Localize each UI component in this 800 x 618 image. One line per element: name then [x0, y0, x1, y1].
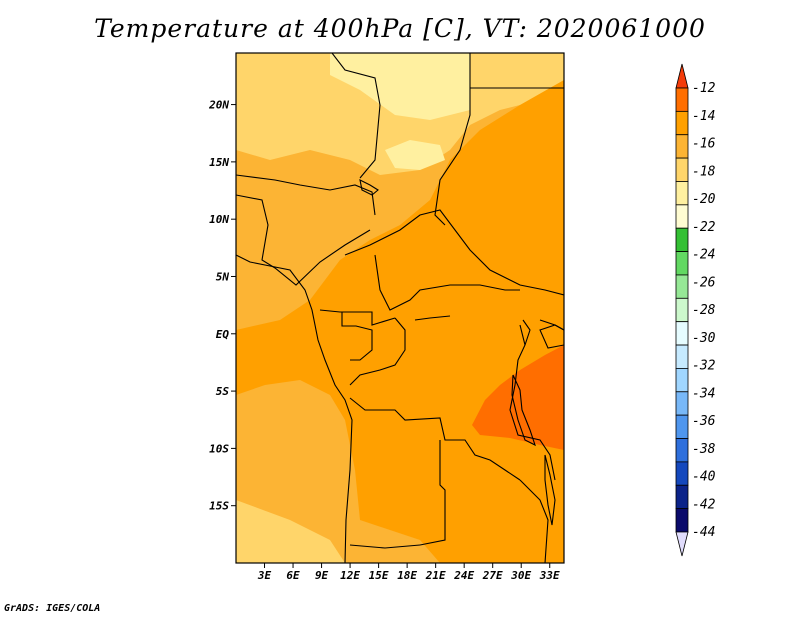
legend-swatch — [675, 461, 689, 486]
border-libya-chad — [331, 53, 381, 179]
lon-label: 21E — [425, 569, 446, 582]
field-minus12-east — [472, 345, 564, 450]
latitude-axis: 20N 15N 10N 5N EQ 5S 10S 15S — [208, 99, 236, 513]
legend-label: -32 — [692, 359, 716, 374]
legend-swatch — [675, 181, 689, 206]
legend-swatch — [675, 110, 689, 136]
grads-credit: GrADS: IGES/COLA — [4, 603, 101, 614]
field-minus20-patch — [385, 140, 445, 170]
legend-label: -20 — [692, 192, 716, 207]
lat-label: 10N — [209, 213, 229, 226]
temperature-field — [236, 53, 564, 563]
legend-swatch — [675, 391, 689, 416]
field-minus20-north — [330, 53, 470, 120]
lat-label: EQ — [216, 328, 230, 341]
legend-swatch — [675, 531, 689, 557]
legend-swatch — [675, 484, 689, 510]
lake-victoria — [539, 324, 564, 349]
lon-label: 15E — [369, 569, 389, 582]
border-cameroon-gabon — [319, 309, 396, 326]
legend-label: -16 — [692, 137, 716, 152]
legend-label: -34 — [692, 386, 715, 401]
border-car-congo — [374, 254, 520, 311]
lat-label: 15N — [209, 156, 229, 169]
legend-swatch — [675, 321, 689, 346]
lake-malawi — [544, 454, 556, 526]
lat-label: 5N — [216, 270, 230, 283]
legend-swatch — [675, 251, 689, 276]
lon-label: 33E — [539, 569, 560, 582]
lake-chad — [359, 179, 379, 196]
border-gabon-congo — [341, 312, 373, 361]
legend-label: -24 — [692, 248, 715, 263]
legend-label: -36 — [692, 414, 716, 429]
lon-label: 27E — [482, 569, 503, 582]
lake-albert — [522, 319, 531, 346]
border-chad-car — [344, 209, 564, 296]
lon-label: 18E — [397, 569, 417, 582]
legend-swatch — [675, 157, 689, 182]
lon-label: 24E — [453, 569, 474, 582]
legend-swatch — [675, 414, 689, 439]
legend-swatch — [675, 344, 689, 369]
field-minus18-southpatch — [236, 500, 345, 563]
legend-swatch — [675, 297, 689, 323]
border-angola-zambia — [419, 440, 446, 546]
lat-label: 10S — [209, 442, 229, 455]
legend-swatch — [675, 274, 689, 299]
lon-label: 30E — [510, 569, 531, 582]
lake-tanganyika — [511, 374, 536, 447]
legend-label: -40 — [692, 470, 716, 485]
legend-swatch — [675, 368, 689, 393]
lat-label: 5S — [216, 385, 230, 398]
country-borders — [236, 53, 564, 563]
legend-label: -28 — [692, 303, 716, 318]
border-east-lakes — [509, 324, 556, 481]
border-zambia-east — [519, 479, 549, 563]
color-legend: -12 -14 -16 -18 -20 -22 -24 -26 -28 -30 -32 -34 -36 -… — [675, 63, 716, 557]
map-frame — [235, 52, 565, 564]
border-niger-chad — [236, 174, 376, 216]
lon-label: 6E — [286, 569, 300, 582]
legend-swatch — [675, 438, 689, 463]
legend-swatch — [675, 63, 689, 89]
longitude-axis: 3E 6E 9E 12E 15E 18E 21E 24E 27E 30E 33E — [257, 563, 560, 582]
legend-label: -26 — [692, 275, 716, 290]
lon-label: 9E — [315, 569, 329, 582]
border-nigeria-cameroon — [236, 194, 371, 286]
legend-swatch — [675, 87, 689, 112]
legend-label: -44 — [692, 525, 715, 540]
lon-label: 12E — [340, 569, 360, 582]
legend-label: -18 — [692, 164, 716, 179]
border-angola-namibia — [349, 544, 421, 549]
lat-label: 15S — [209, 500, 229, 513]
legend-label: -42 — [692, 497, 716, 512]
legend-swatch — [675, 508, 689, 533]
legend-label: -12 — [692, 81, 716, 96]
lat-label: 20N — [208, 99, 229, 112]
border-egypt-sudan — [434, 53, 471, 226]
field-minus14-central — [236, 80, 564, 563]
legend-label: -14 — [692, 109, 715, 124]
legend-label: -38 — [692, 442, 716, 457]
legend-label: -30 — [692, 331, 716, 346]
border-congo-drc — [349, 317, 406, 386]
legend-swatch — [675, 227, 689, 252]
coast-west — [236, 254, 353, 563]
river-congo — [414, 315, 451, 321]
legend-swatch — [675, 204, 689, 229]
lon-label: 3E — [257, 569, 272, 582]
map-title: Temperature at 400hPa [C], VT: 202006100… — [94, 14, 706, 43]
border-drc-angola — [349, 397, 521, 481]
legend-label: -22 — [692, 220, 716, 235]
legend-swatch — [675, 134, 689, 159]
